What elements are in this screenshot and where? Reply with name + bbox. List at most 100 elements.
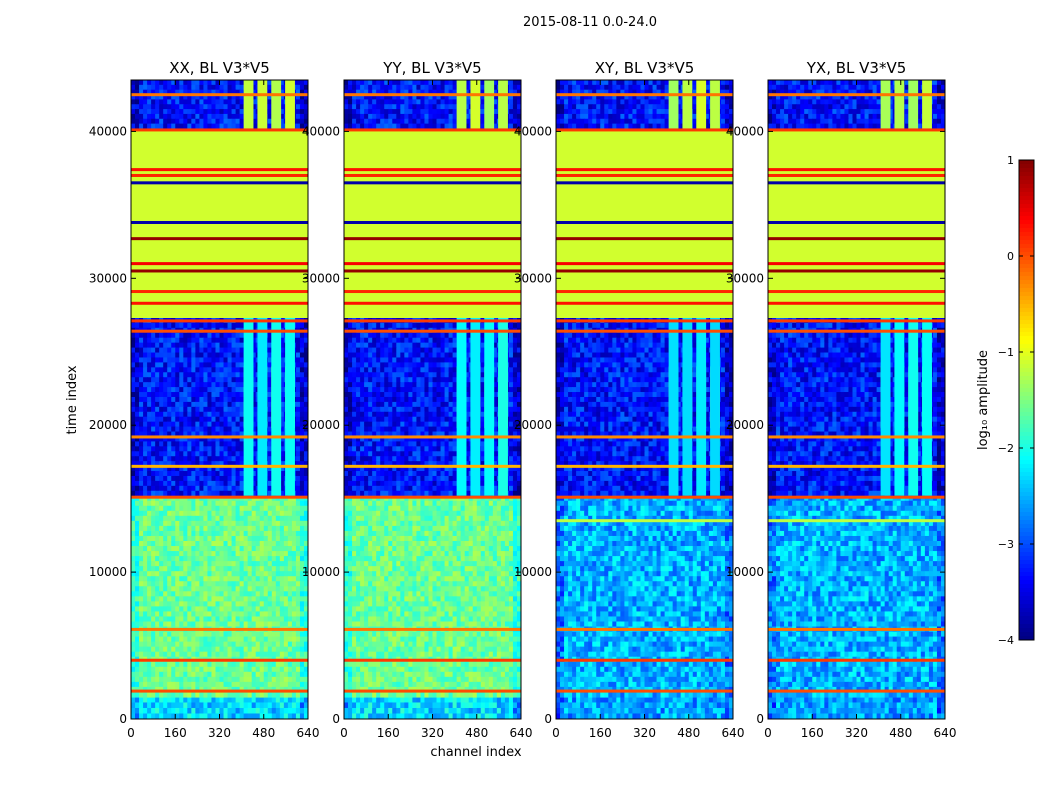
heat-cell: [392, 707, 397, 715]
heat-cell: [175, 357, 180, 364]
heat-cell: [255, 676, 261, 683]
heat-cell: [243, 713, 249, 719]
heat-cell: [239, 636, 245, 643]
heat-cell: [243, 500, 249, 507]
heat-cell: [239, 666, 245, 673]
heat-cell: [227, 123, 233, 130]
heat-cell: [223, 387, 229, 393]
heat-cell: [239, 436, 245, 443]
heat-cell: [472, 541, 478, 547]
heat-cell: [356, 520, 361, 527]
heat-cell: [155, 666, 160, 673]
heat-cell: [203, 347, 209, 354]
heat-cell: [303, 551, 308, 557]
heat-cell: [183, 109, 188, 115]
heat-cell: [131, 109, 136, 115]
heat-cell: [171, 505, 176, 512]
rfi-block: [243, 317, 295, 496]
heat-cell: [480, 696, 486, 704]
heat-cell: [199, 475, 205, 482]
heat-cell: [295, 387, 301, 393]
heat-cell: [456, 541, 462, 547]
heat-cell: [420, 535, 426, 542]
heat-cell: [155, 541, 160, 547]
heat-cell: [243, 535, 249, 542]
heat-cell: [147, 713, 152, 719]
flag-line: [131, 262, 308, 266]
heat-cell: [131, 99, 136, 105]
heat-cell: [259, 651, 265, 658]
heat-cell: [151, 372, 156, 378]
heat-cell: [199, 611, 205, 618]
heat-cell: [267, 446, 273, 452]
heat-cell: [255, 571, 261, 577]
heat-cell: [203, 591, 209, 597]
heat-cell: [376, 696, 381, 704]
heat-cell: [303, 362, 308, 368]
heat-cell: [219, 411, 225, 418]
heat-cell: [131, 411, 136, 418]
heat-cell: [183, 611, 188, 618]
heat-cell: [151, 681, 156, 688]
heat-cell: [396, 556, 401, 562]
heat-cell: [131, 651, 136, 658]
heat-cell: [155, 606, 160, 613]
heat-cell: [195, 676, 200, 683]
heat-cell: [183, 421, 188, 428]
heat-cell: [211, 94, 217, 100]
heat-cell: [364, 505, 369, 512]
heat-cell: [171, 357, 176, 364]
heat-cell: [243, 671, 249, 678]
heat-cell: [267, 436, 273, 443]
heat-cell: [131, 707, 136, 715]
heat-cell: [239, 377, 245, 383]
heat-cell: [476, 541, 482, 547]
heat-cell: [199, 411, 205, 418]
heat-cell: [155, 691, 160, 698]
heat-cell: [143, 118, 148, 125]
heat-cell: [295, 651, 301, 658]
heat-cell: [143, 480, 148, 487]
heat-cell: [195, 123, 200, 130]
heat-cell: [303, 601, 308, 607]
heat-cell: [295, 520, 301, 527]
heat-cell: [159, 377, 164, 383]
heat-cell: [151, 636, 156, 643]
heat-cell: [155, 377, 160, 383]
heat-cell: [303, 99, 308, 105]
heat-cell: [183, 530, 188, 537]
heat-cell: [211, 696, 217, 704]
heat-cell: [235, 631, 241, 638]
heat-cell: [275, 530, 281, 537]
heat-cell: [295, 99, 301, 105]
heat-cell: [211, 471, 217, 477]
heat-cell: [472, 561, 478, 567]
heat-cell: [167, 113, 172, 120]
heat-cell: [512, 546, 518, 552]
heat-cell: [143, 387, 148, 393]
heat-cell: [211, 382, 217, 388]
heat-cell: [187, 426, 192, 433]
heat-cell: [376, 525, 381, 532]
heat-cell: [476, 566, 482, 572]
heat-cell: [468, 696, 474, 704]
heat-cell: [356, 702, 361, 709]
heat-cell: [239, 505, 245, 512]
heat-cell: [195, 702, 200, 709]
heat-cell: [239, 530, 245, 537]
heat-cell: [155, 661, 160, 668]
heat-cell: [187, 681, 192, 688]
heat-cell: [303, 576, 308, 582]
heat-cell: [512, 696, 518, 704]
heat-cell: [183, 676, 188, 683]
heat-cell: [207, 591, 213, 597]
heat-cell: [131, 546, 136, 552]
heat-cell: [235, 666, 241, 673]
heat-cell: [464, 571, 470, 577]
heat-cell: [171, 337, 176, 344]
heat-cell: [203, 392, 209, 398]
heat-cell: [203, 104, 209, 110]
heat-cell: [235, 362, 241, 368]
heat-cell: [456, 525, 462, 532]
heat-cell: [227, 641, 233, 648]
